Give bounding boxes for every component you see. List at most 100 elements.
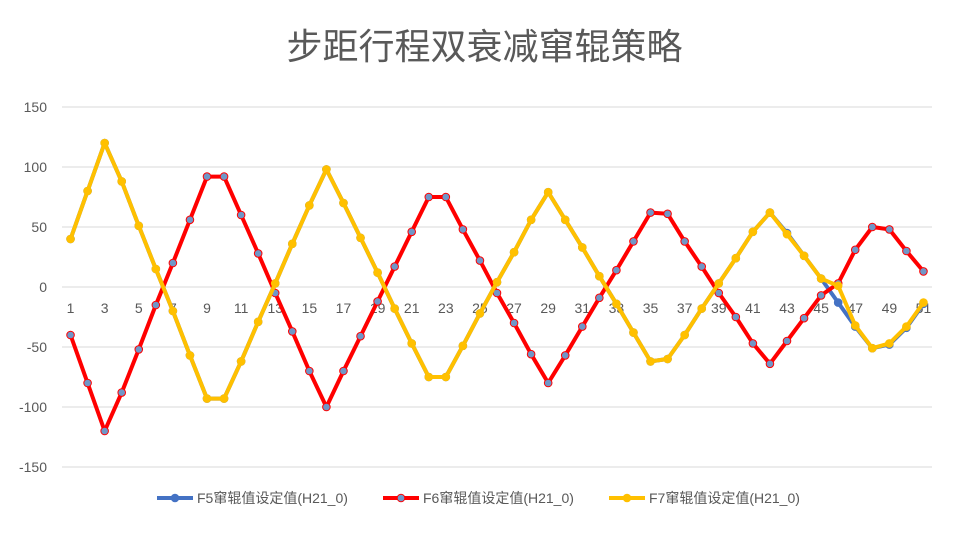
data-point [765,359,775,369]
data-point [799,251,809,261]
data-point [748,339,758,348]
data-point [83,378,92,388]
data-point [151,264,161,274]
x-tick-label: 3 [101,300,109,316]
data-point [680,330,689,340]
x-tick-label: 41 [745,300,761,316]
y-tick-label: -100 [19,399,47,415]
data-point [850,321,860,330]
data-point [765,208,775,217]
data-point [253,317,263,327]
legend-label: F5窜辊值设定值(H21_0) [197,490,348,506]
data-point [833,298,843,307]
data-point [646,357,655,366]
x-tick-label: 39 [711,300,727,316]
data-point [595,271,604,281]
legend-marker [170,493,180,503]
legend-marker [622,493,632,503]
data-point [919,298,928,307]
data-point [475,309,485,318]
x-tick-label: 21 [404,300,420,316]
data-point [782,336,792,346]
data-point [475,256,485,265]
data-point [816,274,826,283]
data-point [646,208,655,217]
x-tick-label: 37 [677,300,693,316]
data-point [509,318,519,328]
data-point [799,313,809,323]
data-point [560,215,570,225]
data-point [612,265,621,275]
data-point [270,279,280,288]
data-point [390,304,399,313]
data-point [424,192,434,202]
x-tick-label: 9 [203,300,211,316]
data-point [322,402,331,412]
data-point [407,339,417,348]
x-tick-label: 11 [234,300,249,316]
data-point [100,138,109,148]
legend-marker [396,493,406,503]
data-point [458,225,468,234]
legend-label: F6窜辊值设定值(H21_0) [423,490,574,506]
data-point [185,351,195,360]
series-line-6 [68,174,926,433]
data-point [509,247,519,257]
data-point [902,246,911,256]
x-tick-label: 15 [302,300,318,316]
chart-title: 步距行程双衰减窜辊策略 [286,27,683,68]
data-point [902,322,911,331]
data-point [219,172,229,181]
data-point [322,165,331,174]
data-point [202,172,212,181]
x-tick-label: 43 [779,300,795,316]
x-tick-label: 49 [882,300,898,316]
data-point [305,366,314,376]
y-tick-label: 150 [24,99,48,115]
data-point [680,237,689,246]
data-point [629,237,638,246]
data-point [526,215,536,225]
y-tick-label: -150 [19,459,47,475]
data-point [424,372,434,382]
data-point [134,345,144,354]
data-point [731,253,741,263]
data-point [339,366,348,376]
x-tick-label: 45 [813,300,829,316]
data-point [663,354,672,364]
data-point [543,378,553,388]
x-tick-label: 27 [506,300,522,316]
data-point [867,343,877,353]
data-point [202,394,212,403]
data-point [816,291,826,300]
data-point [287,239,297,249]
data-point [356,331,365,341]
data-point [748,227,758,237]
data-point [390,262,399,271]
data-point [526,349,536,359]
y-tick-label: 0 [39,279,47,295]
data-point [833,281,843,291]
data-point [543,187,553,197]
data-point [236,357,246,366]
data-point [629,328,638,337]
x-tick-label: 31 [575,300,591,316]
data-point [66,234,75,244]
data-point [577,322,587,331]
x-tick-label: 23 [438,300,454,316]
data-point [168,258,178,268]
data-point [850,245,860,255]
x-tick-label: 1 [67,300,75,316]
series-line-7 [68,141,926,401]
data-point [117,177,127,186]
x-tick-label: 17 [336,300,352,316]
data-point [663,209,672,219]
data-point [287,327,297,336]
data-point [441,372,451,382]
data-point [407,227,417,237]
data-point [151,300,161,310]
x-tick-label: 29 [540,300,556,316]
data-point [185,215,195,225]
data-point [885,225,894,234]
